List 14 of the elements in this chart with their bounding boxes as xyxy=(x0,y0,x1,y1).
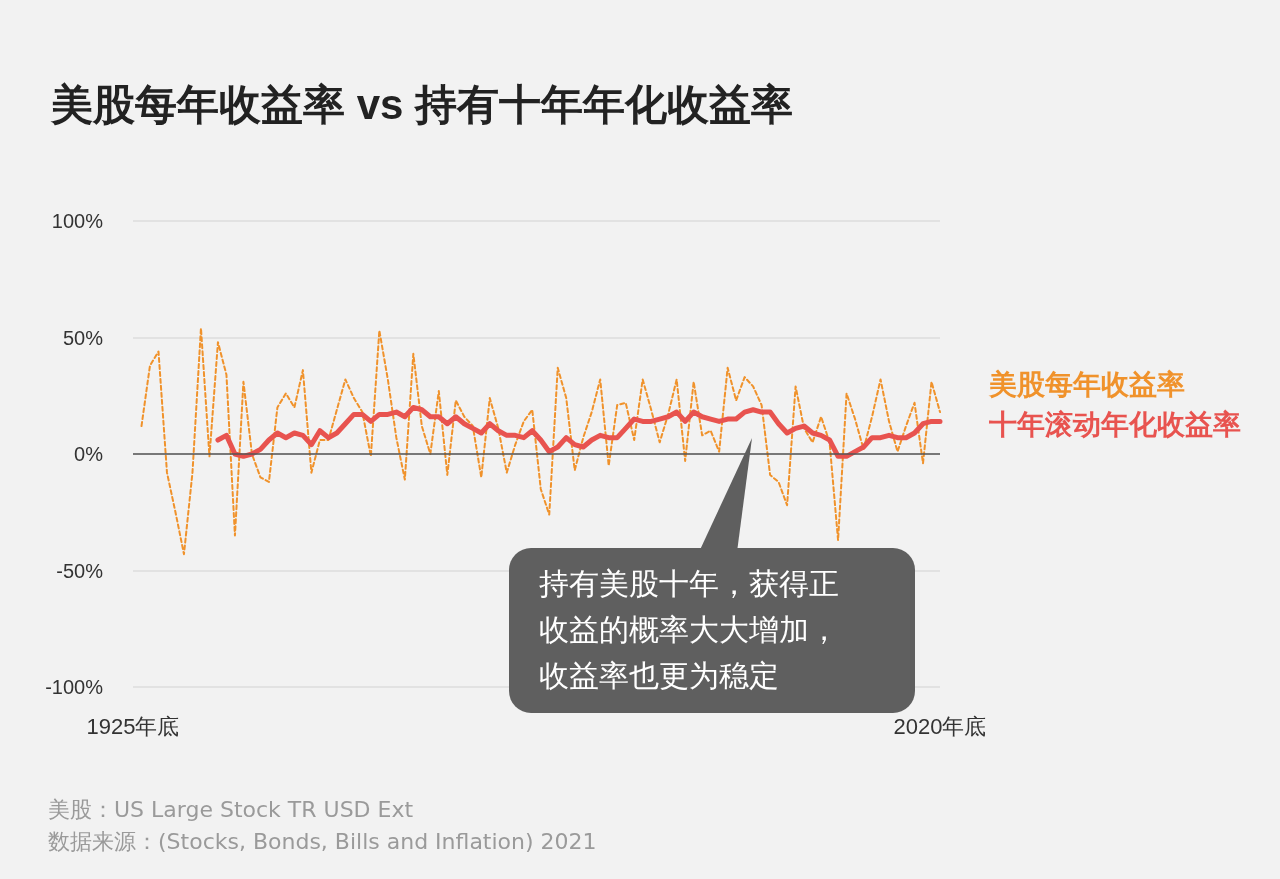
x-tick-label: 2020年底 xyxy=(893,713,987,739)
series-label: 美股每年收益率 xyxy=(988,368,1185,400)
y-tick-label: -50% xyxy=(56,559,104,582)
y-tick-label: 50% xyxy=(62,326,104,349)
chart-title: 美股每年收益率 vs 持有十年年化收益率 xyxy=(50,80,794,128)
y-tick-label: 0% xyxy=(74,443,104,465)
y-tick-label: -100% xyxy=(45,676,104,698)
annotation: 持有美股十年，获得正收益的概率大大增加，收益率也更为稳定 xyxy=(539,565,840,695)
text: 美股：US Large Stock TR USD Ext xyxy=(48,796,414,824)
y-tick-label: 100% xyxy=(51,210,104,232)
line-series xyxy=(140,327,941,556)
source-note: 数据来源：(Stocks, Bonds, Bills and Inflation) 2021 xyxy=(48,828,597,856)
series-label: 十年滚动年化收益率 xyxy=(988,408,1241,440)
x-tick-label: 1925年底 xyxy=(86,713,180,739)
